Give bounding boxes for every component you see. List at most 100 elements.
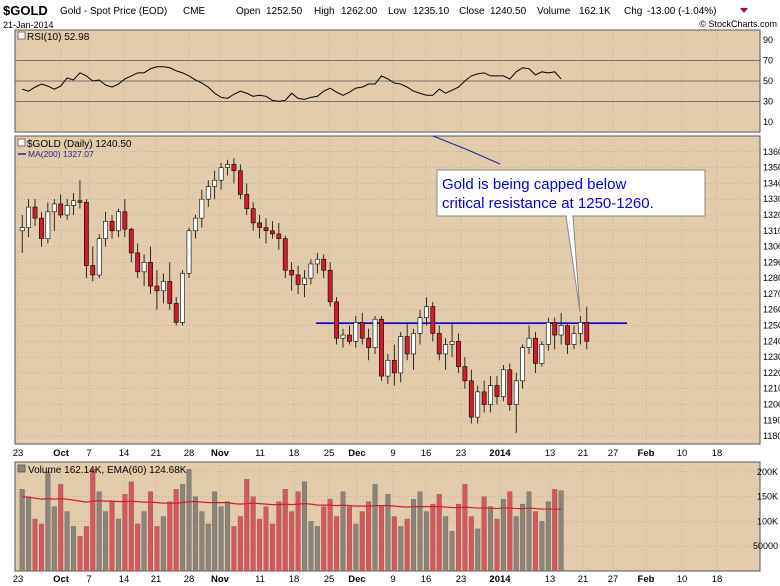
- high-label: High: [314, 6, 335, 17]
- ma200-plot: [316, 135, 627, 324]
- candle-body: [404, 336, 410, 355]
- volume-bar: [19, 489, 25, 572]
- volume-bar: [51, 506, 57, 572]
- volume-bar: [205, 523, 211, 572]
- volume-bar: [128, 481, 134, 572]
- volume-bar: [558, 490, 564, 572]
- volume-bar: [321, 506, 327, 572]
- volume-bar: [237, 516, 243, 572]
- rsi-tick-label: 10: [763, 117, 773, 127]
- volume-axis: 50000 100K 150K 200K: [753, 467, 778, 551]
- volume-bar: [526, 491, 532, 572]
- candle-body: [39, 217, 44, 239]
- volume-bar: [276, 501, 282, 572]
- price-tick-label: 1210: [763, 384, 780, 394]
- price-title: $GOLD (Daily) 1240.50: [27, 139, 132, 150]
- volume-bar: [507, 491, 513, 572]
- price-tick-label: 1260: [763, 305, 780, 315]
- candle-body: [552, 322, 558, 336]
- volume-bar: [411, 499, 417, 572]
- x-tick-label: 11: [255, 448, 265, 459]
- candle-body: [398, 336, 404, 374]
- volume-bar: [513, 516, 519, 572]
- x-tick-label: Nov: [211, 448, 230, 459]
- close-value: 1240.50: [490, 6, 527, 17]
- x-tick-label: 25: [324, 574, 335, 585]
- candle-body: [501, 369, 506, 397]
- volume-bar: [385, 494, 391, 572]
- x-tick-label: 16: [421, 574, 432, 585]
- volume-bar: [353, 523, 359, 572]
- candle-body: [488, 385, 493, 405]
- volume-bar: [379, 506, 384, 572]
- rsi-axis: 10 30 50 70 90: [763, 35, 773, 127]
- x-tick-label: 27: [608, 448, 619, 459]
- candlesticks: [19, 158, 590, 433]
- volume-bar: [231, 526, 237, 572]
- price-tick-label: 1190: [763, 415, 780, 425]
- symbol-label: $GOLD: [3, 3, 48, 18]
- volume-bar: [314, 526, 320, 572]
- volume-bar: [282, 489, 288, 572]
- candle-body: [193, 217, 198, 232]
- volume-bar: [96, 491, 102, 572]
- open-value: 1252.50: [266, 6, 303, 17]
- volume-bar: [423, 511, 429, 572]
- volume-bar: [449, 531, 455, 572]
- exchange-label: CME: [183, 6, 206, 17]
- x-tick-label: 28: [184, 574, 195, 585]
- ema-line: [22, 496, 562, 510]
- candle-body: [449, 341, 455, 345]
- volume-tick-label: 50000: [753, 541, 778, 551]
- volume-bar: [135, 523, 141, 572]
- candle-body: [186, 230, 192, 274]
- price-tick-label: 1240: [763, 336, 780, 346]
- x-tick-label: 13: [545, 448, 556, 459]
- candle-body: [340, 334, 346, 339]
- x-tick-label: 21: [151, 574, 162, 585]
- annotation-callout: Gold is being capped below critical resi…: [436, 169, 706, 313]
- volume-bar: [462, 484, 468, 572]
- candle-body: [327, 269, 333, 303]
- volume-bar: [359, 511, 365, 572]
- x-tick-label: 21: [151, 448, 162, 459]
- ema-plot: [22, 496, 562, 510]
- volume-value: 162.1K: [579, 6, 611, 17]
- x-tick-label: 18: [712, 448, 723, 459]
- candle-body: [372, 318, 378, 348]
- volume-bar: [141, 511, 147, 572]
- volume-bar: [545, 501, 551, 572]
- candle-body: [231, 164, 237, 172]
- volume-bar: [539, 521, 545, 572]
- instrument-name: Gold - Spot Price (EOD): [60, 6, 167, 17]
- candle-body: [513, 380, 519, 405]
- price-tick-label: 1280: [763, 273, 780, 283]
- candle-body: [237, 170, 243, 195]
- volume-bar: [456, 503, 461, 572]
- x-tick-label: 16: [421, 448, 432, 459]
- candle-body: [545, 322, 551, 345]
- candle-body: [244, 194, 250, 209]
- x-tick-label: 7: [86, 448, 91, 459]
- x-tick-label: 11: [255, 574, 265, 585]
- volume-bar: [71, 526, 76, 572]
- volume-bar: [26, 496, 32, 572]
- volume-bar: [77, 536, 83, 572]
- candle-body: [32, 206, 38, 219]
- x-tick-label: Oct: [53, 574, 70, 585]
- price-tick-label: 1290: [763, 257, 780, 267]
- x-tick-label: 18: [289, 574, 300, 585]
- volume-bar: [391, 516, 397, 572]
- volume-bar: [263, 506, 269, 572]
- x-tick-label: Feb: [638, 574, 655, 585]
- volume-bar: [45, 471, 51, 572]
- price-tick-label: 1330: [763, 194, 780, 204]
- price-tick-label: 1320: [763, 210, 780, 220]
- candle-body: [443, 344, 449, 355]
- x-tick-label: Dec: [348, 574, 365, 585]
- candle-body: [539, 344, 545, 364]
- volume-bar: [115, 518, 121, 572]
- x-tick-label: 23: [13, 448, 24, 459]
- volume-bar: [494, 518, 500, 572]
- price-tick-label: 1230: [763, 352, 780, 362]
